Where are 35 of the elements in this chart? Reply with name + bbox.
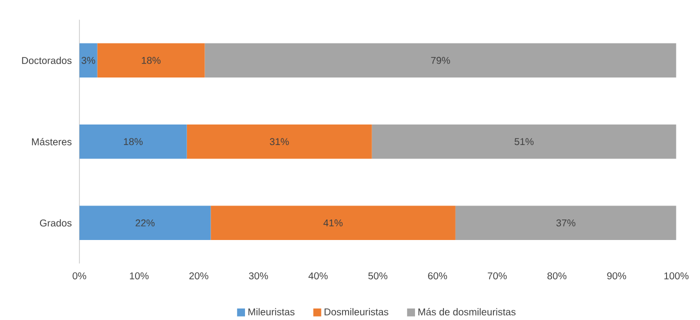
- data-label: 41%: [323, 219, 343, 226]
- bar: [210, 206, 456, 240]
- y-tick-label: Grados: [40, 219, 72, 226]
- bar: [79, 124, 187, 159]
- data-label: 22%: [136, 219, 155, 226]
- data-label: 3%: [82, 56, 96, 64]
- bar: [186, 124, 372, 159]
- x-tick-label: 20%: [189, 272, 208, 280]
- y-tick-label: Másteres: [32, 138, 72, 146]
- bar: [79, 43, 98, 78]
- bar: [455, 206, 676, 240]
- x-tick-label: 70%: [488, 272, 507, 280]
- x-tick-label: 100%: [664, 272, 689, 280]
- x-tick-label: 60%: [428, 272, 448, 280]
- legend-label: Más de dosmileuristas: [418, 308, 516, 316]
- data-label: 51%: [514, 138, 534, 146]
- legend-label: Mileuristas: [248, 308, 294, 316]
- bar: [79, 206, 211, 240]
- x-tick-label: 90%: [607, 272, 626, 280]
- x-tick-label: 10%: [130, 272, 149, 280]
- x-tick-label: 30%: [248, 272, 268, 280]
- legend-label: Dosmileuristas: [324, 308, 388, 316]
- data-label: 37%: [556, 219, 576, 226]
- x-tick-label: 40%: [308, 272, 328, 280]
- y-tick-label: Doctorados: [22, 56, 72, 64]
- x-tick-label: 80%: [547, 272, 566, 280]
- data-label: 18%: [142, 56, 161, 64]
- bar: [204, 43, 676, 78]
- data-label: 79%: [431, 56, 450, 64]
- bar: [372, 124, 676, 159]
- x-tick-label: 0%: [72, 272, 86, 280]
- bar: [97, 43, 205, 78]
- x-tick-label: 50%: [368, 272, 388, 280]
- data-label: 31%: [270, 138, 289, 146]
- data-label: 18%: [124, 138, 143, 146]
